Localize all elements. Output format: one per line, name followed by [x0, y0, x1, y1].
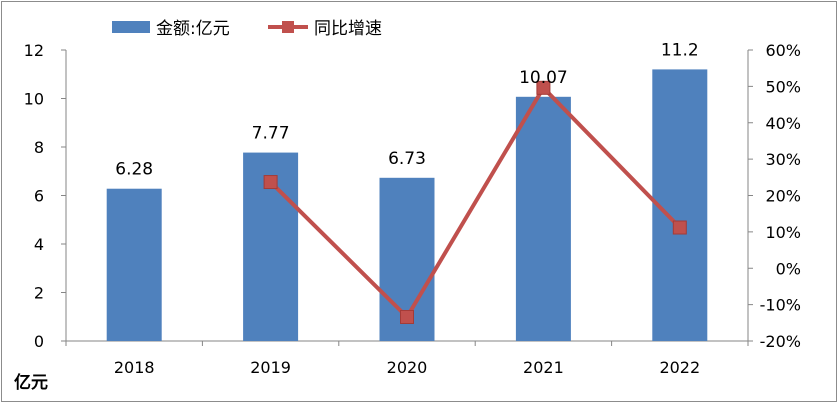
x-tick-label: 2021	[523, 358, 564, 377]
y-right-tick-label: -10%	[760, 296, 801, 315]
bar-data-label-2020: 6.73	[388, 149, 426, 169]
legend-swatch-marker	[282, 21, 294, 33]
bar-2021	[515, 96, 571, 342]
x-tick-label: 2019	[250, 358, 291, 377]
y-left-tick-label: 12	[24, 41, 44, 60]
y-left-tick-label: 8	[34, 138, 44, 157]
y-left-tick-label: 0	[34, 332, 44, 351]
y-right-tick-label: 40%	[765, 114, 801, 133]
y-right-tick-label: 20%	[765, 187, 801, 206]
y-left-tick-label: 4	[34, 235, 44, 254]
bar-2018	[106, 188, 162, 341]
y-left-tick-label: 2	[34, 284, 44, 303]
y-right-tick-label: 10%	[765, 223, 801, 242]
bar-2022	[652, 69, 708, 342]
bar-data-label-2021: 10.07	[519, 68, 568, 88]
bar-data-label-2018: 6.28	[115, 160, 153, 180]
y-left-tick-label: 10	[24, 90, 44, 109]
legend-label-bar: 金额:亿元	[156, 19, 230, 39]
growth-marker-2019	[263, 175, 278, 190]
bar-data-label-2019: 7.77	[252, 124, 290, 144]
x-tick-label: 2020	[387, 358, 428, 377]
y-left-unit-label: 亿元	[14, 372, 48, 393]
legend-label-line: 同比增速	[314, 19, 382, 39]
y-left-tick-label: 6	[34, 187, 44, 206]
growth-marker-2020	[400, 309, 414, 324]
x-tick-label: 2018	[114, 358, 155, 377]
y-right-tick-label: 60%	[765, 41, 801, 60]
y-right-tick-label: 0%	[776, 259, 801, 278]
growth-marker-2022	[672, 220, 687, 235]
y-right-tick-label: -20%	[760, 332, 801, 351]
legend-swatch-bar	[112, 21, 150, 33]
growth-marker-2021	[536, 80, 551, 95]
y-right-tick-label: 50%	[765, 77, 801, 96]
y-right-tick-label: 30%	[765, 150, 801, 169]
x-tick-label: 2022	[659, 358, 700, 377]
bar-data-label-2022: 11.2	[661, 40, 699, 60]
growth-rate-line	[269, 85, 682, 319]
